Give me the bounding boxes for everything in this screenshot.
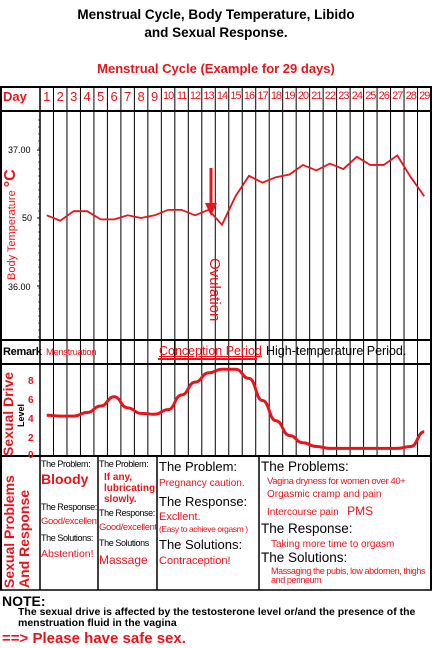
day-number: 5 xyxy=(97,90,105,104)
day-number: 16 xyxy=(243,90,255,102)
col1-problem-label: The Problem: xyxy=(41,460,91,469)
day-number: 22 xyxy=(324,90,336,102)
day-number: 17 xyxy=(257,90,268,102)
drive-tick-2: 2 xyxy=(28,433,34,444)
col3-problem: Pregnancy caution. xyxy=(159,478,245,490)
temp-tick-50: 50 xyxy=(22,214,33,223)
day-number: 13 xyxy=(203,90,214,102)
drive-tick-0: 0 xyxy=(28,450,34,461)
remark-conception: Conception Period xyxy=(159,345,262,358)
temperature-curve xyxy=(46,154,425,227)
day-number: 8 xyxy=(137,90,145,104)
col3-response-label: The Response: xyxy=(159,494,248,510)
temp-tick-36: 36.00 xyxy=(8,283,31,292)
ovulation-label: Ovulation xyxy=(206,258,223,322)
title-line-1: Menstrual Cycle, Body Temperature, Libid… xyxy=(77,7,355,22)
day-number: 9 xyxy=(150,90,159,104)
col2-response-label: The Response: xyxy=(99,507,155,518)
col1-problem: Bloody xyxy=(41,470,89,487)
col1-response: Good/excellent. xyxy=(41,516,97,528)
safe-sex-message: ==> Please have safe sex. xyxy=(2,630,186,647)
day-number: 29 xyxy=(419,90,430,102)
temp-unit: °C xyxy=(2,169,19,188)
remark-label: Remark xyxy=(3,346,42,358)
day-number: 23 xyxy=(338,90,349,102)
col2-problem-label: The Problem: xyxy=(99,460,149,469)
day-number: 28 xyxy=(405,90,417,102)
day-number: 2 xyxy=(56,90,64,104)
day-number: 7 xyxy=(124,90,132,104)
col1-solutions-label: The Solutions: xyxy=(41,532,93,543)
problems-side-label: Sexual Problems And Response xyxy=(0,458,38,590)
col3-response: Excllent. xyxy=(159,510,201,523)
cycle-chart xyxy=(0,86,432,591)
day-number: 6 xyxy=(110,90,118,104)
sexual-drive-curve xyxy=(46,367,425,450)
col1-response-label: The Response: xyxy=(41,502,97,513)
col4-solution: Massaging the pubis, low abdomen, thighs… xyxy=(271,565,426,586)
col4-problem-2: Orgasmic cramp and pain xyxy=(267,489,382,501)
col3-response-note: (Easy to achieve orgasm ) xyxy=(159,523,248,534)
day-number: 15 xyxy=(230,90,241,102)
col4-problem-3-row: Intercourse pain PMS xyxy=(267,502,431,520)
day-number: 20 xyxy=(297,90,309,102)
drive-tick-6: 6 xyxy=(28,395,34,406)
drive-tick-4: 4 xyxy=(28,414,34,425)
col2-solutions-label: The Solutions xyxy=(99,538,149,549)
day-number: 12 xyxy=(189,90,201,102)
sexual-drive-line xyxy=(46,367,425,450)
col4-response-label: The Response: xyxy=(261,520,353,536)
day-number: 24 xyxy=(351,90,363,102)
col4-problem-1: Vagina dryness for women over 40+ xyxy=(267,475,406,487)
col2-response: Good/excellent xyxy=(99,521,156,533)
col2-solution: Massage xyxy=(99,553,148,568)
col4-response: Taking more time to orgasm xyxy=(271,538,395,550)
col4-problems: The Problems: Vagina dryness for women o… xyxy=(261,460,431,590)
col3-problems: The Problem: Pregnancy caution. The Resp… xyxy=(159,460,259,586)
note-label: NOTE: xyxy=(2,593,46,609)
col2-problem: If any, lubricating slowly. xyxy=(104,471,156,505)
temperature-line xyxy=(46,154,425,227)
remark-menstruation: Menstruation xyxy=(46,348,97,358)
col4-pms: PMS xyxy=(347,504,374,519)
chart-grid xyxy=(0,86,432,591)
temp-axis-label: Body Temperature °C xyxy=(0,160,22,280)
col3-solution: Contraception! xyxy=(159,555,231,568)
day-number: 14 xyxy=(216,90,228,102)
day-number: 25 xyxy=(365,90,376,102)
col4-solutions-label: The Solutions: xyxy=(261,549,348,565)
col3-solutions-label: The Solutions: xyxy=(159,537,243,553)
title-line-2: and Sexual Response. xyxy=(144,25,288,40)
col4-problem-3: Intercourse pain xyxy=(267,507,339,519)
temp-tick-37: 37.00 xyxy=(8,146,31,155)
problems-side-label-text: Sexual Problems And Response xyxy=(1,475,32,588)
subtitle: Menstrual Cycle (Example for 29 days) xyxy=(97,61,335,76)
col3-problem-label: The Problem: xyxy=(159,460,238,474)
col4-problems-label: The Problems: xyxy=(261,460,349,474)
day-number: 26 xyxy=(378,90,390,102)
col1-solution: Abstention! xyxy=(41,547,94,560)
note-text: The sexual drive is affected by the test… xyxy=(18,606,416,629)
day-number: 1 xyxy=(43,90,51,104)
day-number: 10 xyxy=(162,90,174,102)
col1-problems: The Problem: Bloody The Response: Good/e… xyxy=(41,460,97,586)
day-number: 11 xyxy=(176,90,187,102)
col2-problems: The Problem: If any, lubricating slowly.… xyxy=(99,460,156,586)
day-label: Day xyxy=(3,90,27,104)
day-number: 3 xyxy=(70,90,78,104)
temp-axis-label-text: Body Temperature xyxy=(6,190,18,280)
ovulation-arrow-icon xyxy=(205,168,217,216)
day-number: 18 xyxy=(270,90,282,102)
drive-tick-8: 8 xyxy=(28,376,34,387)
day-number: 21 xyxy=(311,90,322,102)
day-number: 19 xyxy=(284,90,295,102)
day-number: 4 xyxy=(83,90,91,104)
remark-high-temp: High-temperature Period. xyxy=(266,345,407,358)
day-number: 27 xyxy=(392,90,403,102)
